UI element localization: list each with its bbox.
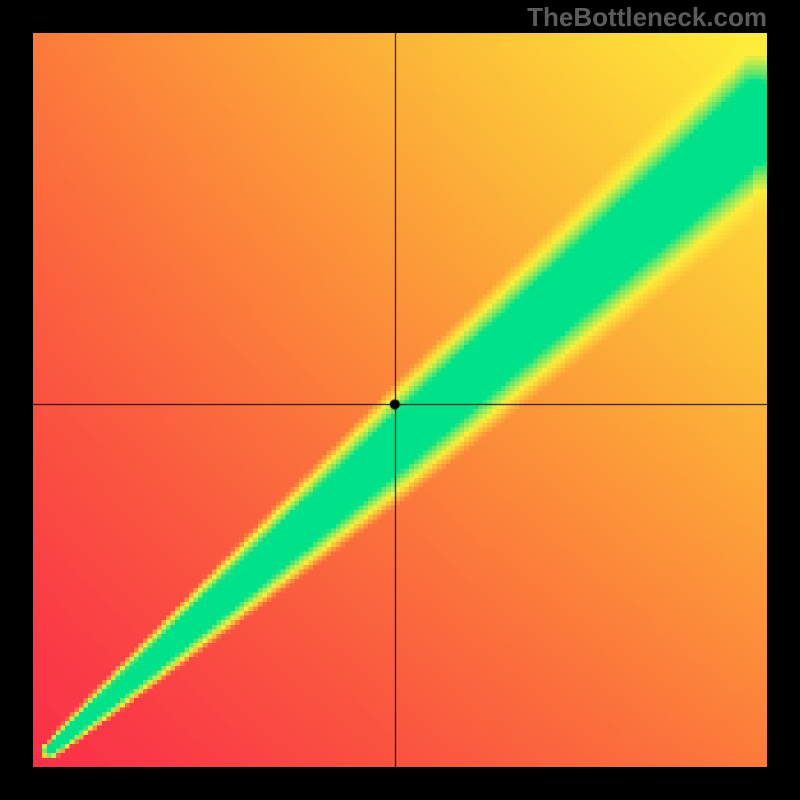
chart-container: TheBottleneck.com (0, 0, 800, 800)
watermark-text: TheBottleneck.com (527, 2, 767, 33)
crosshair-overlay (33, 33, 767, 767)
